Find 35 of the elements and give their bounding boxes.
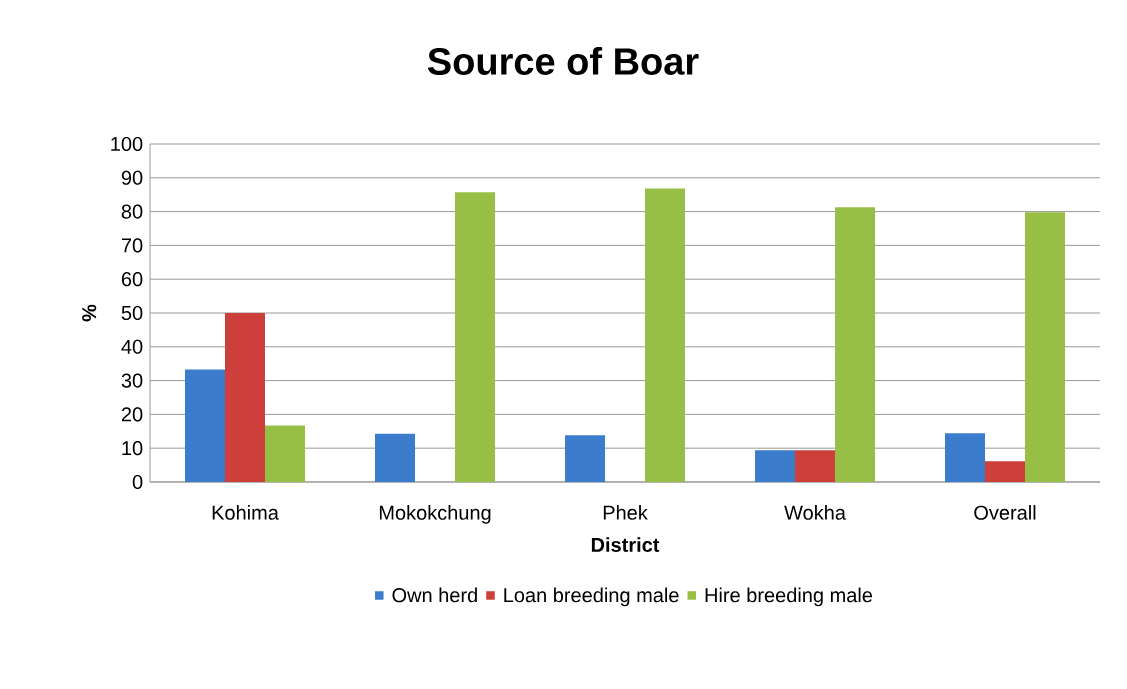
x-tick-label: Kohima [212, 505, 279, 520]
bar [985, 461, 1026, 482]
bar [185, 369, 226, 482]
bar [645, 188, 686, 482]
bar [835, 207, 876, 482]
bar [455, 192, 496, 482]
y-tick-label: 50 [121, 305, 143, 321]
bar [945, 433, 986, 482]
bar [225, 312, 266, 482]
legend-label: Hire breeding male [705, 587, 873, 607]
y-tick-label: 20 [121, 407, 143, 422]
y-tick-label: 0 [132, 474, 143, 490]
x-tick-label: Overall [974, 505, 1036, 520]
y-tick-label: 80 [121, 204, 143, 219]
bar [565, 435, 606, 482]
chart-title: Source of Boar [427, 47, 699, 75]
bar [375, 433, 416, 482]
legend-label: Own herd [392, 587, 477, 603]
y-tick-label: 60 [121, 272, 143, 287]
bar [265, 425, 306, 482]
y-tick-label: 70 [121, 238, 143, 253]
y-tick-label: 30 [121, 373, 143, 388]
y-tick-label: 10 [122, 441, 143, 456]
x-tick-label: Phek [603, 505, 648, 520]
legend-label: Loan breeding male [504, 587, 679, 607]
y-tick-label: 90 [121, 170, 143, 185]
y-tick-label: 40 [121, 339, 143, 354]
bar [795, 450, 836, 482]
y-axis-title: % [82, 304, 97, 322]
x-tick-label: Mokokchung [379, 505, 491, 524]
y-tick-label: 100 [111, 136, 143, 152]
x-axis-title: District [591, 537, 660, 552]
x-tick-label: Wokha [784, 505, 846, 520]
bar [755, 450, 796, 482]
bar [1025, 212, 1066, 482]
